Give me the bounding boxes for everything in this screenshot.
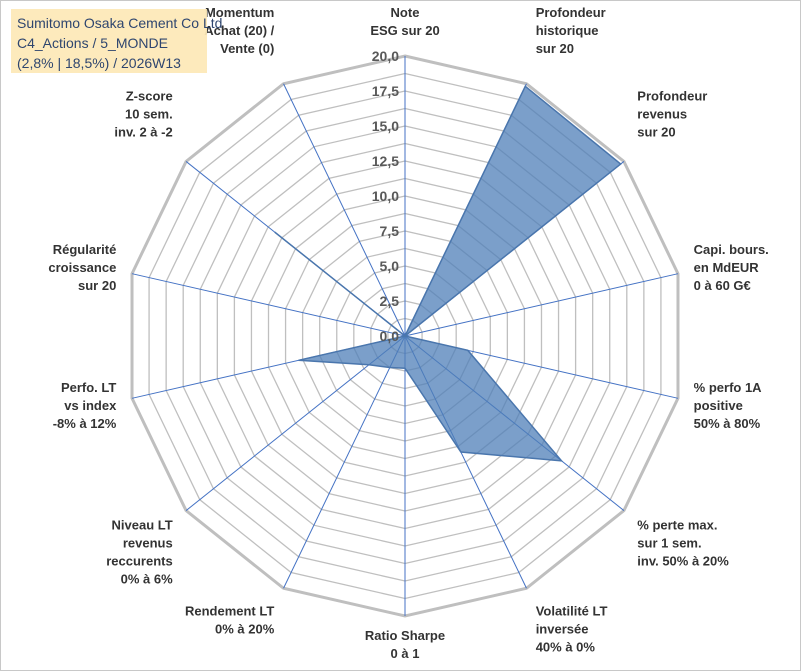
axis-label-line: sur 20 (637, 125, 675, 140)
axis-label: Régularité croissance sur 20 (48, 242, 116, 293)
tick-label: 2,5 (380, 293, 400, 309)
portfolio-path: C4_Actions / 5_MONDE (17, 33, 201, 53)
axis-label-line: 40% à 0% (536, 639, 596, 654)
axis-label-line: sur 20 (536, 41, 574, 56)
axis-label: Ratio Sharpe 0 à 1 (365, 628, 445, 661)
axis-label-line: % perte max. (637, 517, 717, 532)
tick-label: 7,5 (380, 223, 400, 239)
axis-label-line: Ratio Sharpe (365, 628, 445, 643)
axis-label-line: Niveau LT (112, 517, 173, 532)
axis-label-line: Régularité (53, 242, 117, 257)
axis-label-line: Rendement LT (185, 603, 274, 618)
axis-label-line: en MdEUR (694, 260, 760, 275)
axis-label: Profondeur historique sur 20 (536, 5, 606, 56)
axis-label-line: revenus (637, 107, 687, 122)
chart-header-box: Sumitomo Osaka Cement Co Ltd C4_Actions … (11, 9, 207, 73)
axis-label-line: ESG sur 20 (370, 23, 439, 38)
axis-label-line: inv. 50% à 20% (637, 553, 729, 568)
tick-label: 15,0 (372, 118, 399, 134)
axis-label-line: % perfo 1A (694, 380, 763, 395)
axis-label: % perte max. sur 1 sem. inv. 50% à 20% (637, 517, 729, 568)
axis-label-line: vs index (64, 398, 117, 413)
company-name: Sumitomo Osaka Cement Co Ltd (17, 13, 201, 33)
axis-label-line: Profondeur (536, 5, 606, 20)
axis-label-line: revenus (123, 535, 173, 550)
axis-label-line: inversée (536, 621, 589, 636)
tick-label: 17,5 (372, 83, 399, 99)
axis-label: Volatilité LT inversée 40% à 0% (536, 603, 608, 654)
tick-label: 20,0 (372, 48, 399, 64)
axis-label: Z-score 10 sem. inv. 2 à -2 (114, 89, 172, 140)
axis-label-line: historique (536, 23, 599, 38)
axis-label-line: Vente (0) (220, 41, 274, 56)
axis-label-line: 50% à 80% (694, 416, 761, 431)
axis-label-line: 0 à 1 (391, 646, 420, 661)
axis-spoke (284, 336, 405, 588)
axis-label: Perfo. LT vs index -8% à 12% (53, 380, 117, 431)
axis-label: Rendement LT 0% à 20% (185, 603, 275, 636)
tick-label: 10,0 (372, 188, 399, 204)
axis-label: Note ESG sur 20 (370, 5, 439, 38)
axis-label: Capi. bours. en MdEUR 0 à 60 G€ (694, 242, 769, 293)
axis-label-line: Volatilité LT (536, 603, 608, 618)
axis-label-line: Perfo. LT (61, 380, 116, 395)
axis-label: % perfo 1A positive 50% à 80% (694, 380, 763, 431)
axis-label-line: croissance (48, 260, 116, 275)
axis-label-line: 0% à 6% (121, 571, 173, 586)
axis-label-line: Note (391, 5, 420, 20)
tick-label: 5,0 (380, 258, 400, 274)
axis-label-line: Profondeur (637, 89, 707, 104)
axis-label-line: 0% à 20% (215, 621, 275, 636)
axis-label-line: -8% à 12% (53, 416, 117, 431)
axis-label-line: Capi. bours. (694, 242, 769, 257)
score-summary: (2,8% | 18,5%) / 2026W13 (17, 53, 201, 73)
axis-label-line: sur 1 sem. (637, 535, 701, 550)
axis-label: Profondeur revenus sur 20 (637, 89, 707, 140)
axis-label-line: sur 20 (78, 278, 116, 293)
tick-label: 12,5 (372, 153, 399, 169)
axis-label-line: 0 à 60 G€ (694, 278, 751, 293)
axis-label-line: positive (694, 398, 743, 413)
tick-label: 0,0 (380, 328, 400, 344)
axis-label-line: 10 sem. (125, 107, 173, 122)
axis-label-line: inv. 2 à -2 (114, 125, 172, 140)
radial-tick-labels: 0,0 2,5 5,0 7,5 10,0 12,5 15,0 17,5 20,0 (372, 48, 399, 344)
axis-label: Niveau LT revenus reccurents 0% à 6% (106, 517, 173, 586)
axis-label-line: Z-score (126, 89, 173, 104)
axis-label-line: reccurents (106, 553, 172, 568)
